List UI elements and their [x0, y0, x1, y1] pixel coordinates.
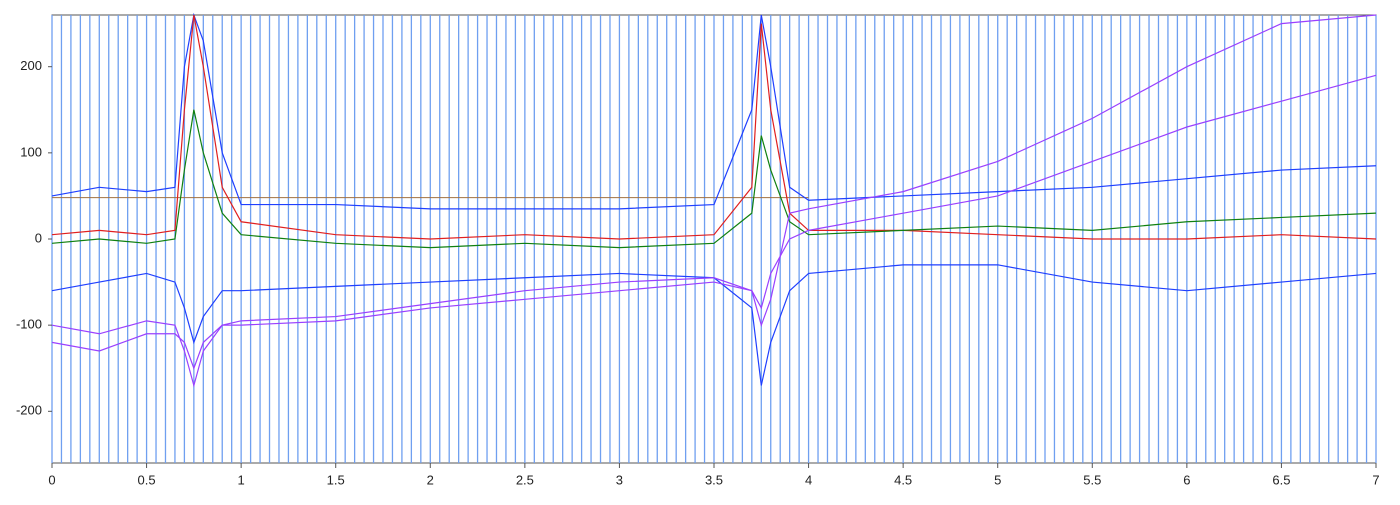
x-tick-label: 1 [238, 472, 245, 487]
y-tick-label: 200 [20, 58, 42, 73]
series-line [51, 109, 1377, 249]
x-tick-label: 4.5 [894, 472, 912, 487]
x-tick-label: 2.5 [516, 472, 534, 487]
series-line [51, 12, 1377, 210]
y-tick-label: 0 [35, 230, 42, 245]
y-tick-label: -100 [16, 317, 42, 332]
x-tick-label: 6.5 [1272, 472, 1290, 487]
x-tick-label: 5 [994, 472, 1001, 487]
x-tick-label: 3.5 [705, 472, 723, 487]
series-line [51, 14, 1377, 388]
y-tick-label: -200 [16, 403, 42, 418]
x-tick-label: 0.5 [138, 472, 156, 487]
x-tick-label: 2 [427, 472, 434, 487]
x-tick-label: 5.5 [1083, 472, 1101, 487]
series-line [51, 14, 1377, 240]
x-tick-label: 1.5 [327, 472, 345, 487]
x-tick-label: 3 [616, 472, 623, 487]
x-tick-label: 4 [805, 472, 812, 487]
x-tick-label: 7 [1372, 472, 1379, 487]
series-line [51, 264, 1377, 386]
x-tick-label: 6 [1183, 472, 1190, 487]
x-tick-label: 0 [48, 472, 55, 487]
series-line [51, 74, 1377, 370]
y-tick-label: 100 [20, 144, 42, 159]
